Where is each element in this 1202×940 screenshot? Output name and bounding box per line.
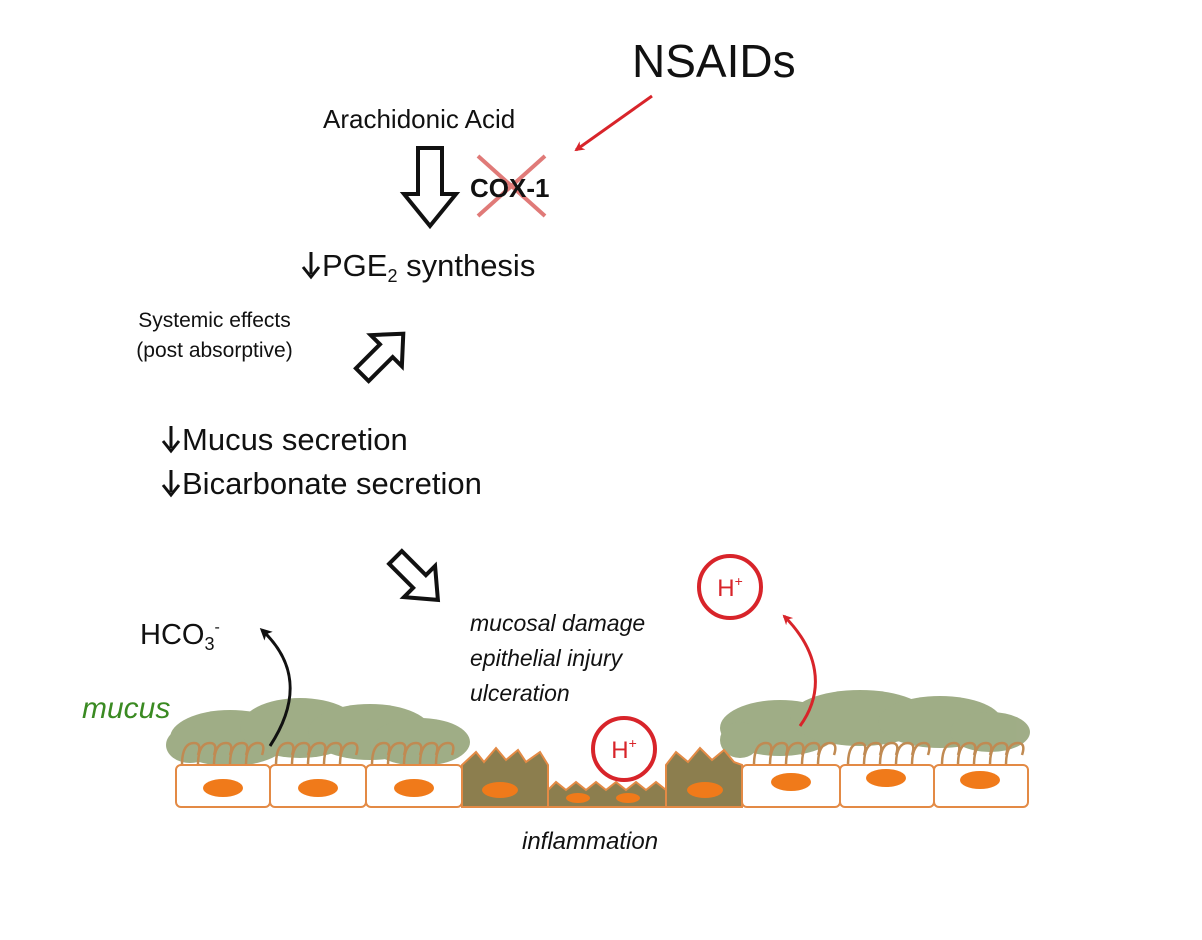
systemic-line-1: Systemic effects <box>138 309 291 332</box>
bicarbonate-secretion-text: Bicarbonate secretion <box>182 466 482 501</box>
damaged-cells <box>461 746 743 808</box>
proton-sup: + <box>628 735 637 751</box>
inflammation-label: inflammation <box>522 828 659 855</box>
bicarbonate-ion-label: HCO3- <box>140 619 220 654</box>
proton-base: H <box>717 575 735 602</box>
bicarbonate-efflux-arrow <box>259 627 292 747</box>
cox-inhibited-cross <box>476 154 547 218</box>
outcome-epithelial-injury: epithelial injury <box>470 645 623 671</box>
proton-base: H <box>611 737 629 764</box>
mucus-layer-right <box>720 690 1030 758</box>
decrease-arrow-icon <box>161 426 181 453</box>
pge2-synthesis-label: PGE2 synthesis <box>300 250 535 285</box>
hco-sup: - <box>214 619 220 636</box>
hco-sub: 3 <box>204 634 215 654</box>
healthy-cells-right <box>741 764 1029 808</box>
outcome-ulceration: ulceration <box>470 680 570 706</box>
proton-back-diffusion-arrow <box>782 614 817 727</box>
decrease-arrow-icon <box>301 252 321 279</box>
conversion-block-arrow <box>399 146 461 230</box>
mucus-secretion-text: Mucus secretion <box>182 422 408 457</box>
pge-prefix: PGE <box>322 248 388 283</box>
nsaid-inhibition-arrow <box>574 94 653 152</box>
hco-base: HCO <box>140 619 205 651</box>
pge-subscript: 2 <box>387 266 398 286</box>
microvilli-right <box>752 741 1025 766</box>
mucus-layer-left <box>166 698 470 766</box>
systemic-effects-label: Systemic effects (post absorptive) <box>112 306 317 366</box>
bicarbonate-secretion-label: Bicarbonate secretion <box>160 468 482 499</box>
cox1-label: COX-1 <box>470 173 550 203</box>
systemic-line-2: (post absorptive) <box>136 339 293 362</box>
proton-sup: + <box>734 573 743 589</box>
arachidonic-acid-label: Arachidonic Acid <box>323 104 516 134</box>
nsaids-title: NSAIDs <box>632 35 796 87</box>
outcome-mucosal-damage: mucosal damage <box>470 610 646 636</box>
mucus-label: mucus <box>82 692 171 725</box>
outcomes-label: mucosal damage epithelial injury ulcerat… <box>470 606 645 711</box>
damage-block-arrow <box>386 548 441 603</box>
healthy-cells-left <box>175 764 463 808</box>
proton-label-lower: H+ <box>594 736 654 763</box>
pge-suffix: synthesis <box>397 248 536 283</box>
microvilli-left <box>180 741 455 766</box>
systemic-block-arrow <box>353 331 406 384</box>
proton-circle-lower <box>591 716 657 782</box>
proton-label-upper: H+ <box>700 574 760 601</box>
proton-circle-upper <box>697 554 763 620</box>
mucus-secretion-label: Mucus secretion <box>160 424 408 455</box>
decrease-arrow-icon <box>161 470 181 497</box>
